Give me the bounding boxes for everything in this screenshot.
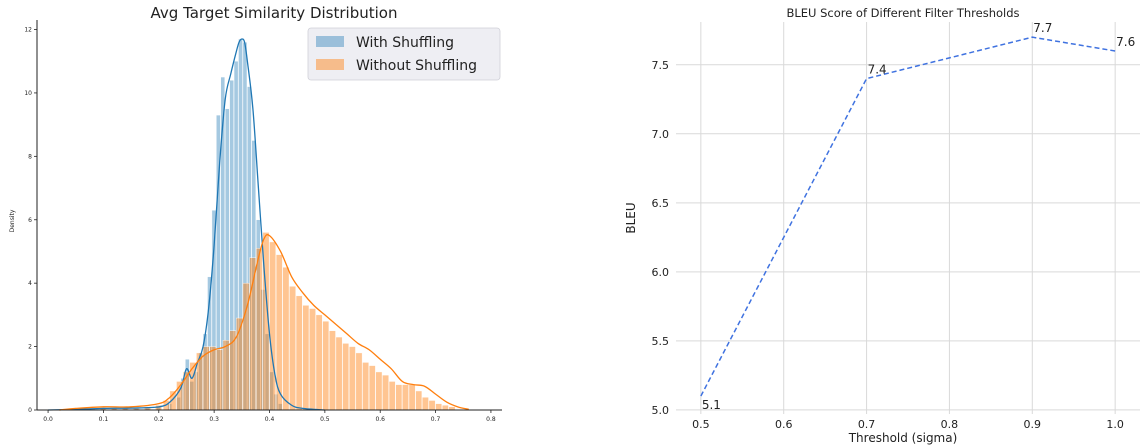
x-tick-label: 0.9: [1024, 418, 1042, 431]
hist-bar: [302, 305, 310, 411]
point-label: 5.1: [702, 398, 721, 412]
x-tick-label: 0.2: [154, 416, 164, 423]
left-histogram-bars: [77, 38, 456, 411]
point-label: 7.4: [868, 63, 887, 77]
hist-bar: [435, 403, 443, 411]
legend-frame: [307, 27, 501, 81]
x-tick-label: 0.6: [375, 416, 385, 423]
hist-bar: [329, 330, 336, 411]
hist-bar: [322, 321, 330, 411]
y-tick-label: 2: [28, 344, 32, 351]
y-tick-label: 6.5: [652, 197, 670, 210]
hist-bar: [368, 365, 376, 411]
legend-swatch-without-shuffling: [316, 59, 344, 70]
left-legend: With Shuffling Without Shuffling: [307, 27, 501, 81]
right-x-axis-label: Threshold (sigma): [848, 431, 958, 445]
x-tick-label: 0.8: [941, 418, 959, 431]
hist-bar: [388, 381, 396, 411]
legend-label-without-shuffling: Without Shuffling: [356, 58, 477, 74]
right-y-axis-label: BLEU: [624, 202, 638, 233]
hist-bar: [295, 295, 303, 411]
hist-bar: [309, 308, 316, 411]
hist-bar: [342, 343, 350, 411]
right-y-ticks: 5.0 5.5 6.0 6.5 7.0 7.5: [652, 59, 670, 417]
hist-bar: [442, 405, 449, 411]
hist-bar: [355, 352, 363, 411]
x-tick-label: 0.3: [209, 416, 219, 423]
left-kde-curves: [48, 38, 469, 411]
hist-bar: [349, 346, 356, 411]
y-tick-label: 5.0: [652, 404, 670, 417]
hist-bar: [395, 384, 403, 411]
y-tick-label: 6: [28, 217, 32, 224]
hist-bar: [402, 384, 409, 411]
y-tick-label: 10: [24, 90, 32, 97]
x-tick-label: 0.1: [99, 416, 109, 423]
hist-bar: [256, 248, 263, 411]
y-tick-label: 4: [28, 280, 32, 287]
legend-swatch-with-shuffling: [316, 36, 344, 47]
hist-bar: [422, 397, 429, 411]
left-chart-title: Avg Target Similarity Distribution: [151, 4, 398, 22]
y-tick-label: 6.0: [652, 266, 670, 279]
hist-bar: [289, 286, 296, 411]
hist-bar: [362, 362, 369, 411]
right-chart-title: BLEU Score of Different Filter Threshold…: [786, 6, 1019, 20]
hist-bar: [209, 346, 217, 411]
y-tick-label: 7.5: [652, 59, 670, 72]
hist-bar: [315, 314, 323, 411]
x-tick-label: 0.0: [43, 416, 53, 423]
right-x-ticks: 0.5 0.6 0.7 0.8 0.9 1.0: [692, 418, 1124, 431]
x-tick-label: 0.7: [431, 416, 441, 423]
x-tick-label: 0.8: [486, 416, 496, 423]
x-tick-label: 0.5: [692, 418, 710, 431]
x-tick-label: 0.4: [265, 416, 275, 423]
hist-bar: [382, 374, 389, 411]
point-label: 7.7: [1033, 21, 1052, 35]
y-tick-label: 8: [28, 153, 32, 160]
left-x-ticks: 0.0 0.1 0.2 0.3 0.4 0.5 0.6 0.7 0.8: [43, 410, 496, 423]
right-plot-area: [676, 22, 1140, 414]
hist-bar: [335, 336, 343, 411]
x-tick-label: 1.0: [1106, 418, 1124, 431]
hist-bar: [375, 371, 383, 411]
legend-label-with-shuffling: With Shuffling: [356, 35, 454, 51]
bleu-point-labels: 5.1 7.4 7.7 7.6: [702, 21, 1135, 412]
y-tick-label: 5.5: [652, 335, 670, 348]
y-tick-label: 12: [24, 27, 32, 34]
bleu-line: [700, 36, 1116, 397]
kde-curve: [59, 234, 469, 411]
y-tick-label: 0: [28, 407, 32, 414]
hist-bar: [408, 384, 416, 411]
point-label: 7.6: [1116, 35, 1135, 49]
left-y-ticks: 0 2 4 6 8 10 12: [24, 27, 37, 414]
x-tick-label: 0.6: [775, 418, 793, 431]
hist-bar: [282, 267, 290, 411]
hist-bar: [269, 241, 276, 411]
chart-similarity-distribution: Avg Target Similarity Distribution Densi…: [9, 4, 502, 423]
x-tick-label: 0.7: [858, 418, 876, 431]
left-y-axis-label: Density: [9, 209, 16, 232]
kde-curve: [48, 38, 325, 411]
x-tick-label: 0.5: [320, 416, 330, 423]
hist-bar: [428, 400, 436, 411]
hist-bar: [222, 340, 230, 411]
right-grid: [676, 22, 1140, 414]
y-tick-label: 7.0: [652, 128, 670, 141]
hist-bar: [216, 349, 223, 411]
hist-bar: [415, 390, 423, 411]
